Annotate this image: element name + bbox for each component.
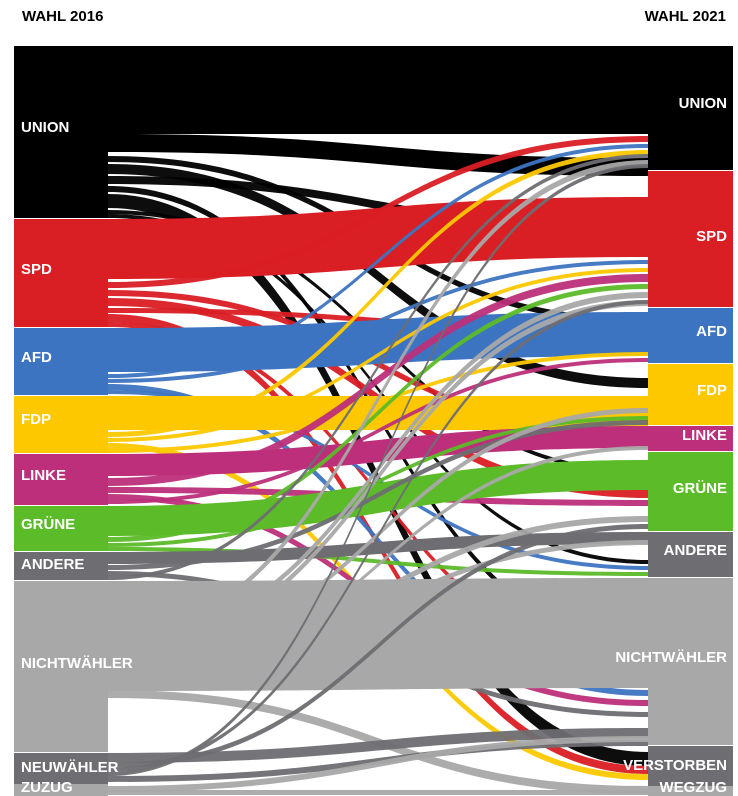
label-2021-union: UNION bbox=[679, 95, 727, 112]
node-2021-linke bbox=[648, 426, 733, 451]
flow-andere-to-andere bbox=[108, 532, 648, 564]
flow-fdp-to-spd bbox=[108, 268, 648, 442]
flow-union-to-fdp bbox=[108, 164, 648, 388]
node-2016-andere bbox=[14, 552, 108, 580]
flow-gruene-to-gruene bbox=[108, 460, 648, 536]
flow-neuwaehler-to-gruene bbox=[108, 524, 648, 768]
flow-andere-to-union bbox=[108, 154, 648, 580]
node-labels: UNION SPD AFD FDP LINKE GRÜNE ANDERE NICHTWÄHLE… bbox=[21, 95, 727, 796]
flow-afd-to-union bbox=[108, 144, 648, 378]
node-2021-union bbox=[648, 46, 733, 170]
node-2016-neuwaehler bbox=[14, 753, 108, 784]
flow-spd-to-spd bbox=[108, 197, 648, 279]
label-2016-linke: LINKE bbox=[21, 467, 66, 484]
node-2016-zuzug bbox=[14, 784, 108, 796]
label-2021-verstorben: VERSTORBEN bbox=[623, 757, 727, 774]
header-wahl-2016: WAHL 2016 bbox=[22, 8, 104, 25]
node-bars bbox=[14, 46, 733, 796]
flow-fdp-to-union bbox=[108, 150, 648, 437]
flow-gruene-to-spd bbox=[108, 284, 648, 542]
node-2016-fdp bbox=[14, 396, 108, 453]
node-2021-afd bbox=[648, 308, 733, 363]
flow-spd-to-union bbox=[108, 136, 648, 288]
flow-nichtwaehler-to-andere bbox=[108, 540, 648, 677]
flow-afd-to-nichtwaehler bbox=[108, 384, 648, 696]
flow-union-to-spd bbox=[108, 176, 648, 234]
flow-afd-to-afd bbox=[108, 312, 648, 372]
flow-linke-to-afd bbox=[108, 358, 648, 504]
node-2016-gruene bbox=[14, 506, 108, 551]
label-2016-fdp: FDP bbox=[21, 411, 51, 428]
flow-neuwaehler-to-union bbox=[108, 164, 648, 776]
label-2021-afd: AFD bbox=[696, 323, 727, 340]
flow-links bbox=[108, 46, 648, 795]
flow-union-to-union bbox=[108, 134, 648, 176]
label-2016-gruene: GRÜNE bbox=[21, 516, 75, 533]
flow-linke-to-spd bbox=[108, 274, 648, 486]
flow-afd-to-spd bbox=[108, 260, 648, 383]
node-2016-linke bbox=[14, 454, 108, 505]
label-2016-neuwaehler: NEUWÄHLER bbox=[21, 759, 119, 776]
flow-nichtwaehler-to-afd bbox=[108, 300, 648, 654]
label-2021-nichtwaehler: NICHTWÄHLER bbox=[615, 649, 727, 666]
flow-neuwaehler-to-nichtwaehler bbox=[108, 728, 648, 763]
node-2021-nichtwaehler bbox=[648, 578, 733, 745]
flow-nichtwaehler-to-gruene bbox=[108, 516, 648, 670]
flow-nichtwaehler-to-union bbox=[108, 160, 648, 638]
label-2021-linke: LINKE bbox=[682, 427, 727, 444]
label-2021-andere: ANDERE bbox=[664, 542, 727, 559]
label-2016-nichtwaehler: NICHTWÄHLER bbox=[21, 655, 133, 672]
flow-neuwaehler-to-spd bbox=[108, 300, 648, 772]
node-2021-verstorben bbox=[648, 746, 733, 786]
label-2021-gruene: GRÜNE bbox=[673, 480, 727, 497]
node-2021-fdp bbox=[648, 364, 733, 425]
flow-gruene-to-andere bbox=[108, 547, 648, 576]
flow-nichtwaehler-to-linke bbox=[108, 446, 648, 684]
label-2021-wegzug: WEGZUG bbox=[660, 779, 728, 796]
node-2016-spd bbox=[14, 219, 108, 327]
node-2016-nichtwaehler bbox=[14, 581, 108, 752]
node-2016-union bbox=[14, 46, 108, 218]
node-2021-andere bbox=[648, 532, 733, 577]
flow-zuzug-to-wegzug bbox=[108, 790, 648, 795]
header-wahl-2021: WAHL 2021 bbox=[644, 8, 726, 25]
flow-zuzug-to-nichtwaehler bbox=[108, 736, 648, 792]
node-2021-wegzug bbox=[648, 786, 733, 796]
flow-union-to-andere bbox=[108, 214, 648, 564]
flow-gruene-to-fdp bbox=[108, 416, 648, 547]
label-2021-fdp: FDP bbox=[697, 382, 727, 399]
label-2016-union: UNION bbox=[21, 119, 69, 136]
label-2016-zuzug: ZUZUG bbox=[21, 779, 73, 796]
label-2021-spd: SPD bbox=[696, 228, 727, 245]
flow-fdp-to-afd bbox=[108, 352, 648, 453]
flow-andere-to-fdp bbox=[108, 420, 648, 570]
node-2021-gruene bbox=[648, 452, 733, 531]
node-2021-spd bbox=[648, 171, 733, 307]
label-2016-andere: ANDERE bbox=[21, 556, 84, 573]
label-2016-afd: AFD bbox=[21, 349, 52, 366]
flow-union-to-union bbox=[108, 46, 648, 134]
label-2016-spd: SPD bbox=[21, 261, 52, 278]
node-2016-afd bbox=[14, 328, 108, 395]
